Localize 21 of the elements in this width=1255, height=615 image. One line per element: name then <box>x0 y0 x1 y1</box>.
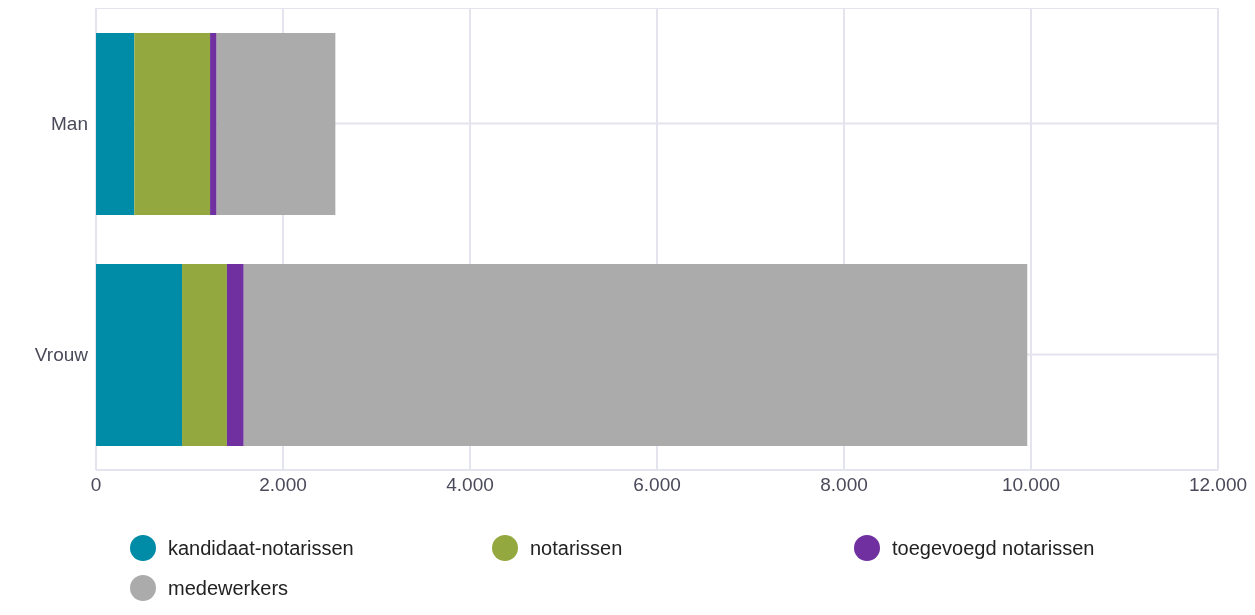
legend-label: toegevoegd notarissen <box>892 536 1095 560</box>
x-tick-label: 4.000 <box>446 474 494 496</box>
bar <box>226 264 244 446</box>
legend-label: kandidaat-notarissen <box>168 536 354 560</box>
bar <box>134 33 211 215</box>
bar <box>96 33 135 215</box>
x-tick-label: 0 <box>90 474 102 496</box>
bar <box>216 33 336 215</box>
x-tick-label: 12.000 <box>1188 474 1248 496</box>
legend-label: medewerkers <box>168 576 289 600</box>
bar <box>210 33 217 215</box>
bar <box>182 264 227 446</box>
x-tick-label: 6.000 <box>633 474 681 496</box>
x-tick-label: 2.000 <box>259 474 307 496</box>
legend-label: notarissen <box>530 536 623 560</box>
x-tick-label: 10.000 <box>1001 474 1061 496</box>
bar <box>96 264 183 446</box>
x-tick-label: 8.000 <box>820 474 868 496</box>
y-tick-label: Man <box>51 113 88 135</box>
y-tick-label: Vrouw <box>34 344 89 366</box>
bar <box>243 264 1028 446</box>
